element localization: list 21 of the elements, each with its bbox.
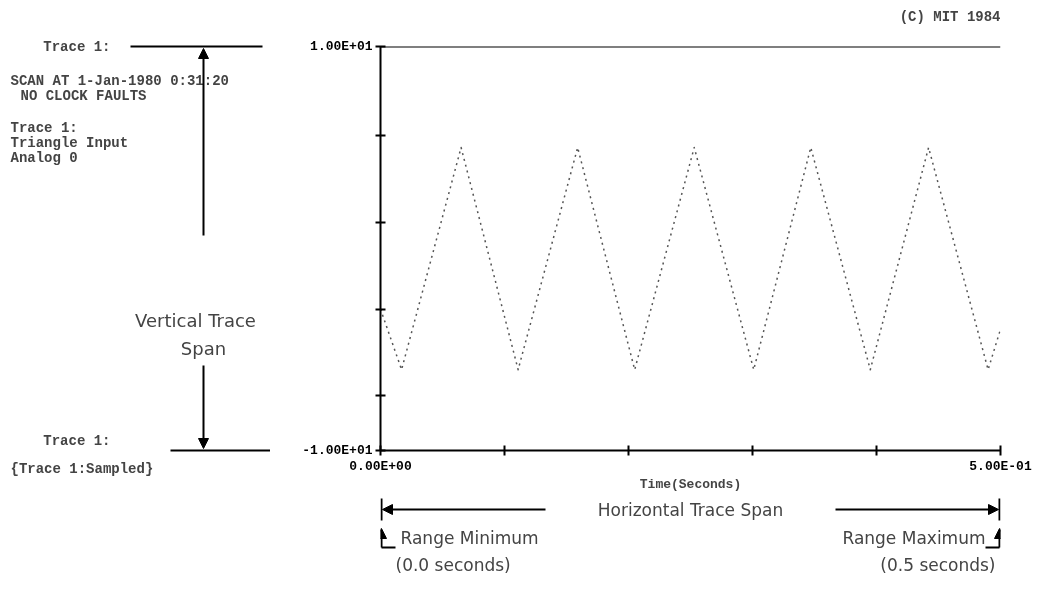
y-tick-label: 1.00E+01 <box>310 39 373 54</box>
text: NO CLOCK FAULTS <box>20 87 147 104</box>
text: Span <box>180 338 227 359</box>
text: (C) MIT 1984 <box>899 8 1001 25</box>
y-tick-label: -1.00E+01 <box>302 443 373 458</box>
text: (0.5 seconds) <box>880 554 996 575</box>
x-tick-label: 0.00E+00 <box>349 458 412 474</box>
text: Range Minimum <box>400 527 539 548</box>
text: Trace 1: <box>10 119 78 136</box>
x-axis-title: Time(Seconds) <box>639 476 742 492</box>
text: Horizontal Trace Span <box>597 499 784 520</box>
text: Vertical Trace <box>135 310 256 331</box>
text: Trace 1: <box>43 432 111 449</box>
text: (0.0 seconds) <box>395 554 511 575</box>
text: Triangle Input <box>10 134 129 151</box>
x-tick-label: 5.00E-01 <box>969 458 1032 474</box>
text: Trace 1: <box>43 38 111 55</box>
text: Analog 0 <box>10 149 78 166</box>
text: {Trace 1:Sampled} <box>10 460 154 477</box>
text: Range Maximum <box>842 527 986 548</box>
line-series <box>380 146 1001 371</box>
